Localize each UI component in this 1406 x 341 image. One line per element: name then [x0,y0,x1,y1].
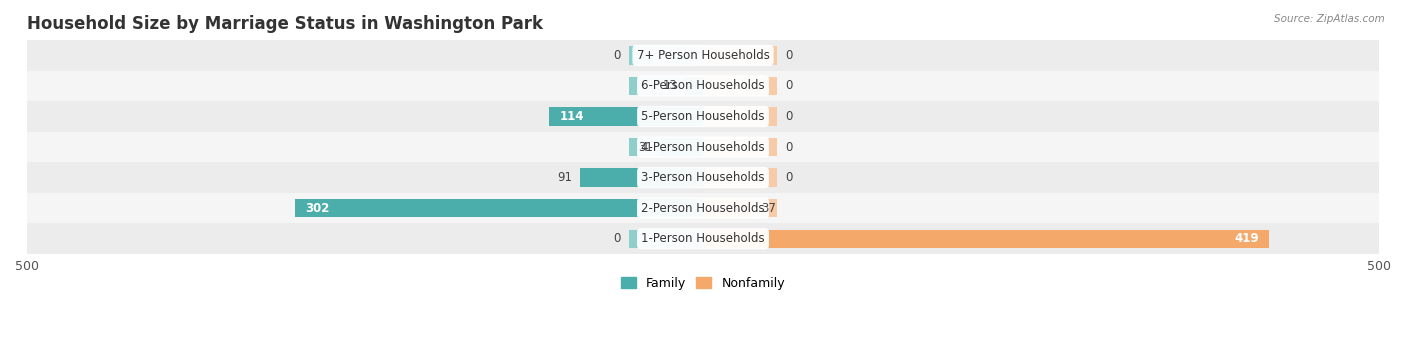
Bar [703,229,1270,248]
Bar [703,199,778,217]
Bar [661,138,703,156]
Text: 0: 0 [786,110,793,123]
Text: 0: 0 [786,140,793,153]
Bar [27,101,1379,132]
Bar [703,46,778,64]
Legend: Family, Nonfamily: Family, Nonfamily [616,272,790,295]
Bar [27,71,1379,101]
Text: 5-Person Households: 5-Person Households [641,110,765,123]
Text: 302: 302 [305,202,330,215]
Bar [27,223,1379,254]
Bar [685,77,703,95]
Bar [27,162,1379,193]
Bar [295,199,703,217]
Text: 4-Person Households: 4-Person Households [641,140,765,153]
Bar [703,229,778,248]
Bar [703,138,778,156]
Bar [579,168,703,187]
Text: 0: 0 [613,49,620,62]
Text: 31: 31 [638,140,652,153]
Bar [703,168,778,187]
Text: 2-Person Households: 2-Person Households [641,202,765,215]
Text: 7+ Person Households: 7+ Person Households [637,49,769,62]
Text: 1-Person Households: 1-Person Households [641,232,765,245]
Bar [27,193,1379,223]
Text: 3-Person Households: 3-Person Households [641,171,765,184]
Bar [703,229,1270,248]
Bar [703,77,778,95]
Text: Source: ZipAtlas.com: Source: ZipAtlas.com [1274,14,1385,24]
Bar [27,132,1379,162]
Bar [295,199,703,217]
Bar [628,168,703,187]
Text: 13: 13 [662,79,678,92]
Bar [628,77,703,95]
Bar [27,40,1379,71]
Text: 37: 37 [761,202,776,215]
Text: 0: 0 [786,79,793,92]
Bar [661,138,703,156]
Bar [703,107,778,126]
Text: 0: 0 [613,232,620,245]
Bar [628,107,703,126]
Bar [628,229,703,248]
Text: 0: 0 [786,171,793,184]
Bar [548,107,703,126]
Bar [685,77,703,95]
Bar [703,199,754,217]
Text: 91: 91 [557,171,572,184]
Text: 6-Person Households: 6-Person Households [641,79,765,92]
Bar [628,199,703,217]
Text: 114: 114 [560,110,583,123]
Bar [628,46,703,64]
Text: 419: 419 [1234,232,1258,245]
Bar [703,199,754,217]
Text: Household Size by Marriage Status in Washington Park: Household Size by Marriage Status in Was… [27,15,543,33]
Text: 0: 0 [786,49,793,62]
Bar [628,138,703,156]
Bar [548,107,703,126]
Bar [579,168,703,187]
